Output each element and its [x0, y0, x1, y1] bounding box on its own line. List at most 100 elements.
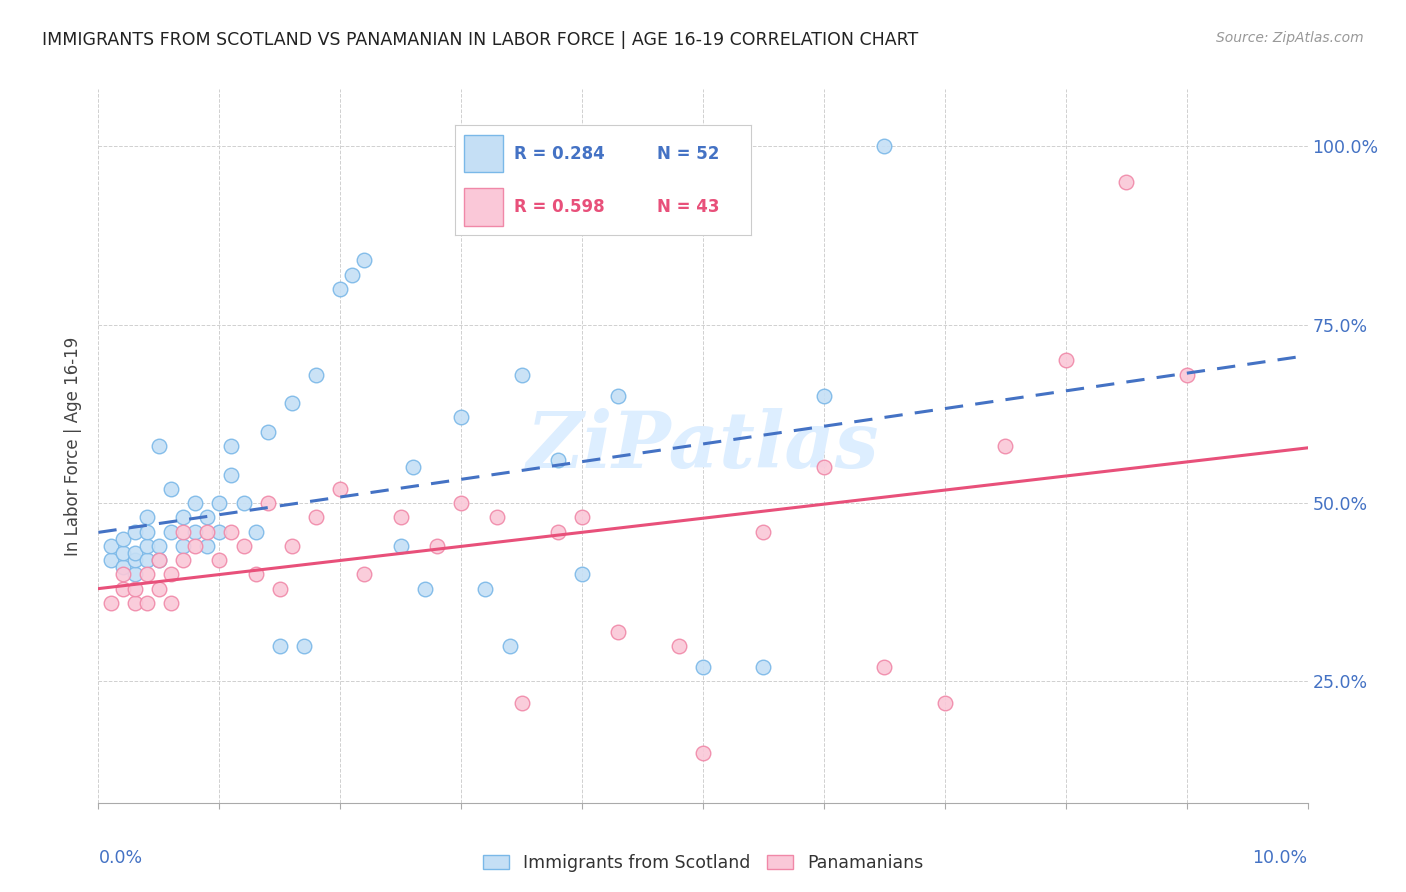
Point [232, 539, 254, 553]
Point [389, 539, 412, 553]
Point [245, 567, 267, 582]
Point [232, 496, 254, 510]
Point [221, 439, 243, 453]
Point [148, 439, 170, 453]
Point [221, 467, 243, 482]
Point [353, 567, 375, 582]
Point [160, 482, 183, 496]
Point [486, 510, 509, 524]
Point [498, 639, 520, 653]
Point [256, 496, 278, 510]
Point [668, 639, 690, 653]
Point [813, 460, 835, 475]
Point [124, 596, 146, 610]
Point [329, 282, 352, 296]
Point [269, 639, 291, 653]
Point [160, 524, 183, 539]
Point [402, 460, 425, 475]
Point [172, 539, 194, 553]
Text: ZiPatlas: ZiPatlas [527, 408, 879, 484]
Point [873, 660, 896, 674]
Point [172, 524, 194, 539]
Point [450, 410, 472, 425]
Point [100, 596, 122, 610]
Point [160, 596, 183, 610]
Point [269, 582, 291, 596]
Point [135, 596, 157, 610]
Point [221, 524, 243, 539]
Point [245, 524, 267, 539]
Point [426, 539, 449, 553]
Point [994, 439, 1017, 453]
Point [510, 696, 533, 710]
Point [281, 396, 304, 410]
Point [172, 553, 194, 567]
Point [100, 553, 122, 567]
Point [184, 496, 207, 510]
Point [135, 567, 157, 582]
Point [256, 425, 278, 439]
Point [281, 539, 304, 553]
Point [571, 567, 593, 582]
Point [752, 660, 775, 674]
Point [184, 524, 207, 539]
Point [208, 524, 231, 539]
Point [934, 696, 956, 710]
Point [752, 524, 775, 539]
Point [813, 389, 835, 403]
Point [305, 510, 328, 524]
Point [353, 253, 375, 268]
Point [100, 539, 122, 553]
Point [148, 582, 170, 596]
Point [1054, 353, 1077, 368]
Point [474, 582, 496, 596]
Point [1115, 175, 1137, 189]
Text: 0.0%: 0.0% [98, 849, 142, 867]
Point [148, 553, 170, 567]
Point [571, 510, 593, 524]
Point [208, 553, 231, 567]
Point [148, 539, 170, 553]
Point [208, 496, 231, 510]
Point [547, 453, 569, 467]
Point [547, 524, 569, 539]
Text: Source: ZipAtlas.com: Source: ZipAtlas.com [1216, 31, 1364, 45]
Point [124, 546, 146, 560]
Point [195, 510, 218, 524]
Point [329, 482, 352, 496]
Point [124, 582, 146, 596]
Point [111, 582, 134, 596]
Point [111, 560, 134, 574]
Point [124, 567, 146, 582]
Point [692, 660, 714, 674]
Point [111, 532, 134, 546]
Point [195, 539, 218, 553]
Point [160, 567, 183, 582]
Point [135, 524, 157, 539]
Point [873, 139, 896, 153]
Point [607, 389, 630, 403]
Point [1175, 368, 1198, 382]
Point [111, 567, 134, 582]
Legend: Immigrants from Scotland, Panamanians: Immigrants from Scotland, Panamanians [475, 847, 931, 879]
Point [111, 546, 134, 560]
Point [135, 539, 157, 553]
Point [692, 746, 714, 760]
Point [195, 524, 218, 539]
Point [305, 368, 328, 382]
Point [148, 553, 170, 567]
Point [292, 639, 315, 653]
Y-axis label: In Labor Force | Age 16-19: In Labor Force | Age 16-19 [65, 336, 83, 556]
Point [184, 539, 207, 553]
Point [124, 524, 146, 539]
Point [510, 368, 533, 382]
Point [450, 496, 472, 510]
Point [607, 624, 630, 639]
Point [389, 510, 412, 524]
Point [172, 510, 194, 524]
Text: IMMIGRANTS FROM SCOTLAND VS PANAMANIAN IN LABOR FORCE | AGE 16-19 CORRELATION CH: IMMIGRANTS FROM SCOTLAND VS PANAMANIAN I… [42, 31, 918, 49]
Text: 10.0%: 10.0% [1253, 849, 1308, 867]
Point [135, 553, 157, 567]
Point [342, 268, 364, 282]
Point [124, 553, 146, 567]
